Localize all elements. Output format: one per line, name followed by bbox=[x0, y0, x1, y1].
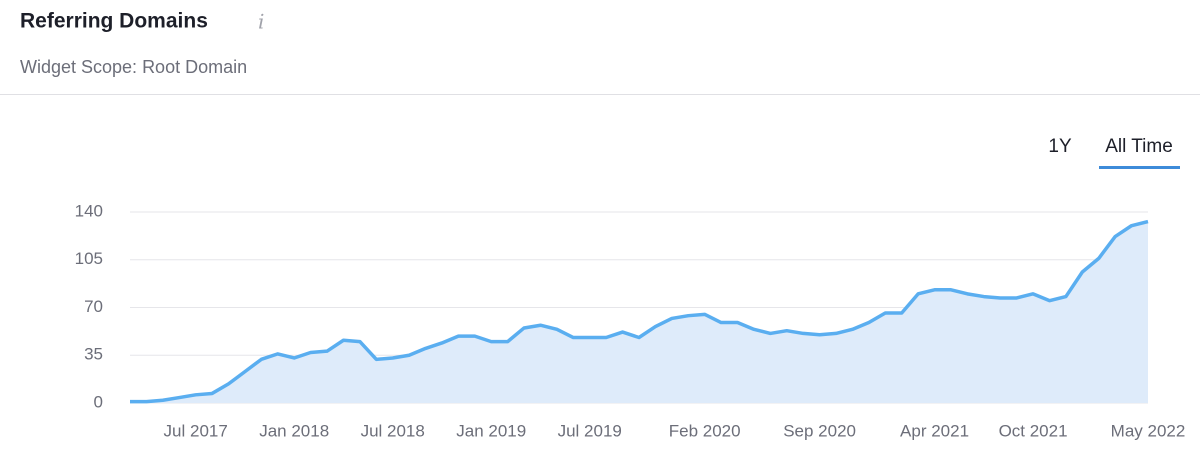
x-tick-label: May 2022 bbox=[1111, 421, 1186, 440]
tab-underline bbox=[1099, 166, 1180, 169]
info-icon[interactable]: i bbox=[258, 10, 264, 34]
widget-subtitle: Widget Scope: Root Domain bbox=[20, 57, 247, 77]
x-tick-label: Apr 2021 bbox=[900, 421, 969, 440]
y-tick-label: 35 bbox=[84, 345, 103, 364]
x-tick-label: Jan 2018 bbox=[259, 421, 329, 440]
x-tick-label: Oct 2021 bbox=[999, 421, 1068, 440]
y-tick-label: 105 bbox=[75, 249, 103, 268]
y-tick-label: 70 bbox=[84, 297, 103, 316]
line bbox=[130, 219, 1149, 404]
x-tick-label: Sep 2020 bbox=[783, 421, 856, 440]
x-tick-label: Feb 2020 bbox=[669, 421, 741, 440]
tab[interactable]: 1Y bbox=[1048, 136, 1072, 157]
widget-title: Referring Domains bbox=[20, 10, 208, 33]
x-tick-label: Jul 2018 bbox=[361, 421, 425, 440]
area-fill bbox=[130, 221, 1148, 403]
y-tick-label: 140 bbox=[75, 201, 103, 220]
y-tick-label: 0 bbox=[94, 392, 103, 411]
tab-active[interactable]: All Time bbox=[1105, 136, 1173, 157]
x-tick-label: Jul 2019 bbox=[558, 421, 622, 440]
x-tick-label: Jan 2019 bbox=[456, 421, 526, 440]
x-tick-label: Jul 2017 bbox=[164, 421, 228, 440]
